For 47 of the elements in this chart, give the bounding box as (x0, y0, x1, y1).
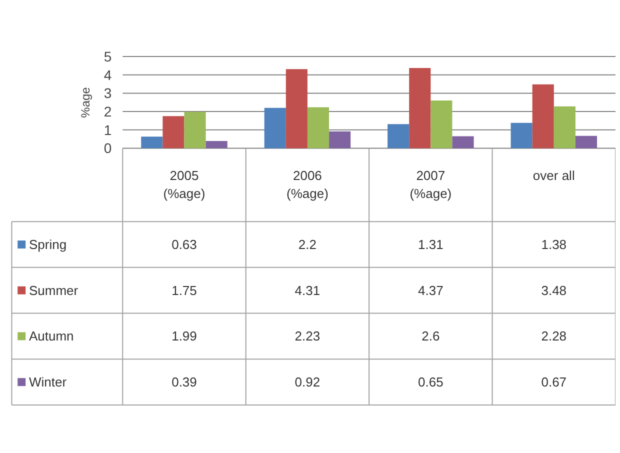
y-tick-label: 2 (104, 104, 112, 120)
data-label: 0.92 (294, 374, 320, 390)
legend-label: Spring (28, 237, 67, 252)
data-label: 0.39 (172, 374, 197, 390)
bar (575, 136, 598, 148)
bar (264, 108, 286, 148)
data-label: 2.28 (541, 328, 567, 344)
bar (206, 141, 228, 148)
bar (388, 124, 410, 148)
x-tick-label: over all (532, 168, 575, 184)
x-tick-label: 2006 (%age) (286, 168, 328, 202)
x-tick-label: 2005 (%age) (163, 168, 206, 202)
bar (307, 107, 330, 148)
legend-label: Autumn (28, 328, 74, 344)
data-label: 3.48 (541, 282, 567, 298)
data-label: 2.23 (294, 328, 320, 344)
bar (162, 116, 184, 148)
x-tick-label: 2007 (%age) (410, 168, 452, 202)
bar (184, 112, 206, 148)
y-axis-title: %age (78, 86, 93, 118)
data-label: 1.31 (418, 237, 444, 252)
bar (141, 136, 163, 148)
data-label: 2.6 (422, 328, 440, 344)
data-label: 4.31 (294, 282, 320, 298)
bar (286, 69, 308, 148)
data-label: 0.67 (541, 374, 567, 390)
bar (452, 136, 474, 148)
y-tick-label: 3 (104, 85, 112, 102)
bar (409, 68, 431, 148)
y-tick-label: 4 (104, 66, 112, 83)
data-label: 0.63 (172, 237, 197, 252)
legend-label: Winter (28, 374, 68, 390)
bar (329, 131, 351, 148)
data-label: 1.38 (541, 237, 567, 252)
legend-label: Summer (28, 282, 79, 298)
bar (554, 106, 576, 148)
y-tick-label: 5 (104, 48, 112, 65)
data-label: 1.99 (172, 328, 197, 344)
data-label: 1.75 (172, 282, 197, 298)
data-label: 0.65 (418, 374, 444, 390)
data-label: 4.37 (418, 282, 444, 298)
bar (510, 122, 532, 148)
bar (532, 84, 554, 148)
y-tick-label: 0 (104, 140, 112, 156)
bar (430, 100, 452, 148)
y-tick-label: 1 (104, 122, 112, 138)
data-label: 2.2 (298, 237, 316, 252)
